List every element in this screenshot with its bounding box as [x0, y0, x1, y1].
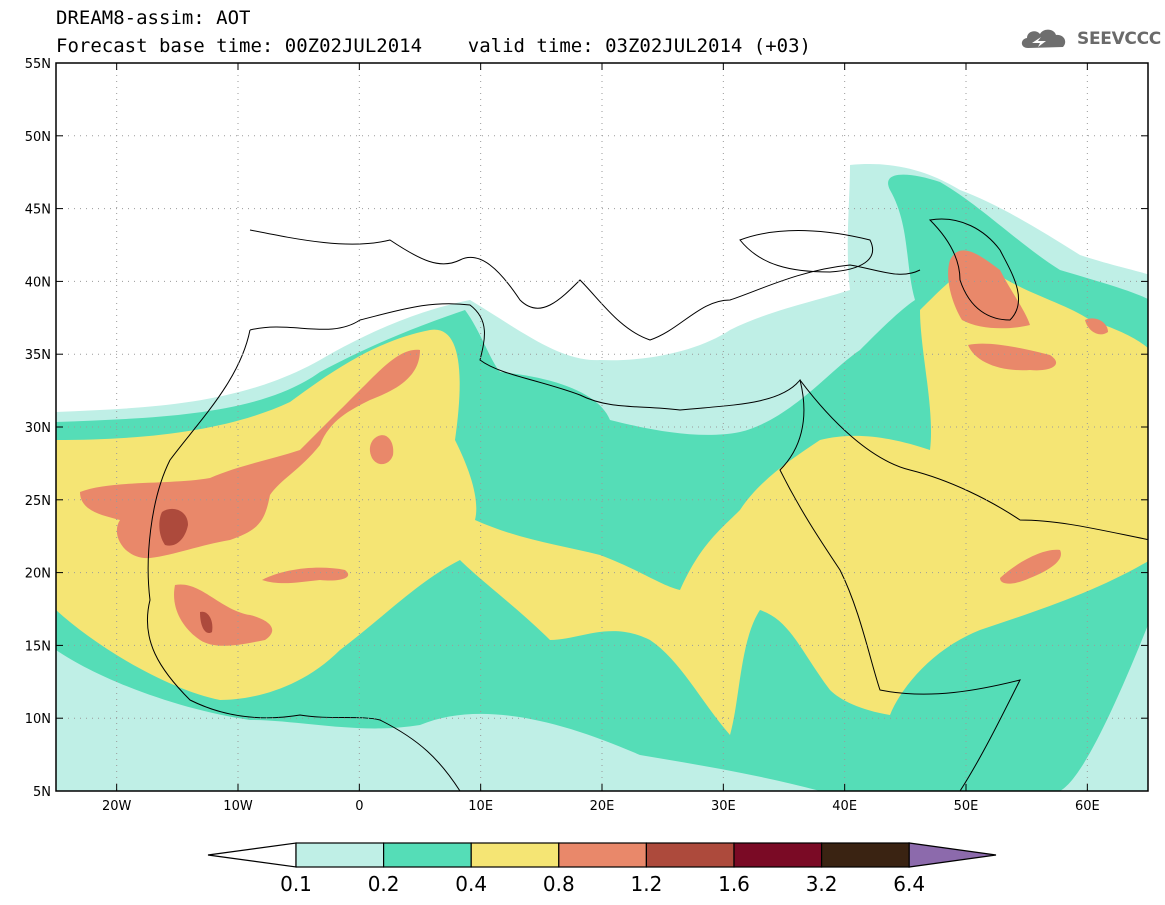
lon-tick-label: 50E: [954, 799, 979, 814]
logo: SEEVCCC: [1018, 24, 1161, 54]
colorbar-box: [820, 842, 910, 868]
grid: [56, 63, 1148, 791]
lat-tick-label: 15N: [25, 639, 51, 654]
colorbar-level-label: 3.2: [806, 872, 838, 896]
lon-tick-label: 10W: [223, 799, 253, 814]
colorbar-level-label: 0.1: [280, 872, 312, 896]
aot-band-0-4: [56, 260, 1148, 735]
colorbar-max-triangle: [908, 842, 997, 868]
black-sea-coastline: [739, 230, 873, 273]
colorbar-box: [558, 842, 647, 868]
colorbar-labels: 0.1 0.2 0.4 0.8 1.2 1.6 3.2 6.4: [280, 872, 925, 896]
lat-tick-label: 45N: [25, 203, 51, 218]
colorbar-box: [295, 842, 385, 868]
colorbar-level-label: 0.2: [368, 872, 400, 896]
cloud-icon: [1021, 29, 1066, 48]
aot-band-0-8-a: [80, 349, 420, 559]
lat-tick-label: 35N: [25, 348, 51, 363]
colorbar-box: [383, 842, 472, 868]
lon-tick-label: 30E: [711, 799, 736, 814]
aot-band-0-8-b: [174, 584, 273, 646]
colorbar-min-triangle: [207, 842, 297, 868]
lon-tick-label: 0: [355, 799, 363, 814]
lat-tick-label: 30N: [25, 421, 51, 436]
lat-tick-label: 55N: [25, 57, 51, 72]
west-africa-coastline: [146, 329, 461, 791]
lat-tick-label: 20N: [25, 567, 51, 582]
aot-band-1-2-b: [200, 611, 213, 634]
europe-coastline: [249, 229, 921, 341]
colorbar-level-label: 0.4: [455, 872, 487, 896]
forecast-times: Forecast base time: 00Z02JUL2014 valid t…: [56, 35, 811, 57]
lon-tick-label: 20W: [102, 799, 132, 814]
lat-tick-label: 25N: [25, 494, 51, 509]
colorbar-level-label: 0.8: [543, 872, 575, 896]
aot-band-0-8-g: [1000, 549, 1061, 584]
lon-tick-label: 20E: [590, 799, 615, 814]
aot-band-0-8-c: [262, 567, 349, 584]
colorbar-box: [470, 842, 560, 868]
africa-coastline: [249, 303, 1021, 791]
lon-tick-label: 10E: [468, 799, 493, 814]
colorbar-box: [645, 842, 735, 868]
map-title: DREAM8-assim: AOT: [56, 7, 251, 29]
aot-band-0-8-d: [369, 435, 394, 465]
colorbar-level-label: 6.4: [893, 872, 925, 896]
ticks: 55N 50N 45N 40N 35N 30N 25N 20N 15N 10N 5N 20W 10W 0 1…: [25, 57, 1148, 814]
arabia-coastline: [799, 379, 1148, 541]
colorbar-level-label: 1.6: [718, 872, 750, 896]
aot-band-0-8-f: [968, 343, 1057, 371]
aot-band-0-8-e: [948, 250, 1030, 329]
logo-text: SEEVCCC: [1077, 29, 1161, 49]
colorbar-level-label: 1.2: [630, 872, 662, 896]
aot-band-1-2-a: [159, 508, 188, 546]
lat-tick-label: 50N: [25, 130, 51, 145]
coastlines: [146, 218, 1148, 791]
lon-tick-label: 60E: [1075, 799, 1100, 814]
caspian-coastline: [928, 218, 1020, 321]
lat-tick-label: 5N: [33, 785, 51, 800]
colorbar-boxes: [207, 842, 997, 868]
lat-tick-label: 10N: [25, 712, 51, 727]
lon-tick-label: 40E: [832, 799, 857, 814]
aot-band-0-8-h: [1085, 318, 1108, 335]
lat-tick-label: 40N: [25, 275, 51, 290]
colorbar-box: [733, 842, 823, 868]
